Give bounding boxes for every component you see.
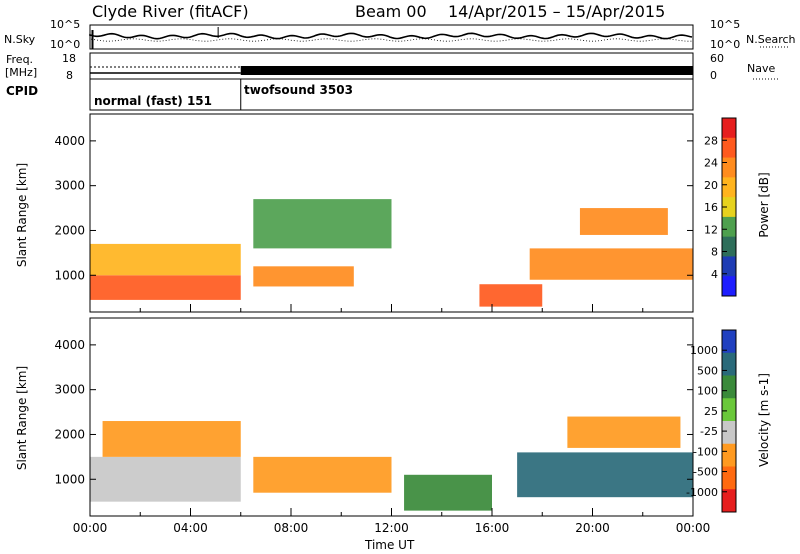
- velocity-band-0: [90, 456, 241, 502]
- power-band-2: [253, 266, 354, 287]
- power-colorbar-tick-label: 4: [711, 268, 718, 281]
- freq-tick-top: 18: [62, 52, 76, 65]
- time-axis-label: Time UT: [365, 538, 415, 552]
- time-tick-label: 12:00: [374, 521, 409, 535]
- noise-panel-frame: [89, 24, 694, 50]
- time-tick-label: 20:00: [575, 521, 610, 535]
- velocity-band-4: [517, 452, 693, 498]
- nsearch-trace: [89, 38, 694, 42]
- freq-label: Freq.: [6, 53, 34, 66]
- power-colorbar-tick-label: 16: [704, 201, 718, 214]
- power-colorbar-cell: [722, 256, 736, 277]
- velocity-ylabel: Slant Range [km]: [15, 365, 29, 471]
- velocity-colorbar-tick-label: 1000: [690, 344, 718, 357]
- velocity-colorbar-cell: [722, 466, 736, 490]
- noise-tick-top: 10^5: [50, 18, 81, 31]
- axes: 00:00 04:00 08:00 12:00 16:00 20:00 00:00: [73, 521, 711, 535]
- power-colorbar-tick-label: 20: [704, 179, 718, 192]
- velocity-colorbar-label: Velocity [m s-1]: [757, 373, 771, 467]
- velocity-colorbar-tick-label: 25: [704, 405, 718, 418]
- time-tick-label: 00:00: [676, 521, 711, 535]
- velocity-band-2: [253, 456, 392, 493]
- power-colorbar-cell: [722, 197, 736, 218]
- station-title: Clyde River (fitACF): [92, 2, 249, 21]
- velocity-colorbar-tick-label: -1000: [686, 486, 718, 499]
- velocity-band-3: [404, 474, 492, 511]
- power-band-0: [90, 275, 241, 300]
- power-band-5: [529, 248, 693, 280]
- power-colorbar-label: Power [dB]: [757, 172, 771, 238]
- cpid-mode-twofsound: twofsound 3503: [244, 83, 353, 97]
- nsearch-label: N.Search: [746, 33, 796, 46]
- power-ylabel: Slant Range [km]: [15, 162, 29, 268]
- nave-tick-bottom: 0: [710, 69, 717, 82]
- beam-title: Beam 00: [355, 2, 427, 21]
- velocity-colorbar-frame: [721, 329, 737, 513]
- power-ytick-label: 4000: [54, 134, 85, 148]
- velocity-colorbar-cell: [722, 398, 736, 422]
- noise-tick-top-right: 10^5: [710, 18, 741, 31]
- velocity-colorbar-cell: [722, 330, 736, 354]
- power-band-4: [479, 284, 543, 307]
- freq-unit: [MHz]: [5, 66, 38, 79]
- noise-tick-bottom: 10^0: [50, 38, 81, 51]
- cpid-mode-normal: normal (fast) 151: [94, 94, 212, 108]
- power-colorbar-tick-label: 28: [704, 134, 718, 147]
- velocity-colorbar-tick-label: -500: [693, 466, 718, 479]
- power-colorbar-tick-label: 24: [704, 157, 718, 170]
- nsky-trace: [89, 32, 693, 40]
- power-colorbar-tick-label: 12: [704, 223, 718, 236]
- velocity-band-1: [102, 421, 241, 457]
- velocity-ytick-label: 4000: [54, 338, 85, 352]
- velocity-ytick-label: 1000: [54, 472, 85, 486]
- velocity-colorbar-cell: [722, 352, 736, 376]
- velocity-band-5: [567, 416, 681, 448]
- velocity-colorbar-tick-label: -100: [693, 445, 718, 458]
- power-colorbar-cell: [722, 157, 736, 178]
- date-range-title: 14/Apr/2015 – 15/Apr/2015: [448, 2, 666, 21]
- power-ytick-label: 3000: [54, 179, 85, 193]
- power-colorbar-cell: [722, 177, 736, 198]
- power-colorbar-cell: [722, 216, 736, 238]
- velocity-colorbar-tick-label: -25: [700, 425, 718, 438]
- nsky-label: N.Sky: [4, 33, 36, 46]
- time-tick-label: 04:00: [173, 521, 208, 535]
- summary-panel: [89, 24, 789, 111]
- power-colorbar-cell: [722, 236, 736, 257]
- velocity-colorbar-cell: [722, 489, 736, 513]
- power-band-3: [253, 199, 392, 249]
- nave-tick-top: 60: [710, 52, 724, 65]
- power-band-6: [579, 208, 668, 235]
- power-colorbar-tick-label: 8: [711, 246, 718, 259]
- freq-trace-twofsound: [240, 66, 693, 75]
- velocity-ytick-label: 2000: [54, 427, 85, 441]
- power-colorbar-cell: [722, 118, 736, 139]
- power-ytick-label: 2000: [54, 223, 85, 237]
- power-colorbar-cell: [722, 276, 736, 297]
- nave-label: Nave: [747, 62, 776, 75]
- velocity-colorbar-tick-label: 500: [697, 364, 718, 377]
- velocity-ytick-label: 3000: [54, 383, 85, 397]
- time-tick-label: 00:00: [73, 521, 108, 535]
- power-panel: 1000 2000 3000 4000 28 24 20 16 12 8 4: [54, 113, 737, 313]
- velocity-panel: 1000 2000 3000 4000 1000 500 100 25 -25 -100 -500 -…: [54, 317, 737, 517]
- power-colorbar-cell: [722, 137, 736, 159]
- freq-tick-bottom: 8: [66, 69, 73, 82]
- noise-tick-bottom-right: 10^0: [710, 38, 741, 51]
- power-ytick-label: 1000: [54, 268, 85, 282]
- velocity-colorbar-cell: [722, 421, 736, 445]
- velocity-colorbar-cell: [722, 375, 736, 399]
- time-tick-label: 08:00: [274, 521, 309, 535]
- velocity-colorbar-cell: [722, 443, 736, 467]
- time-tick-label: 16:00: [475, 521, 510, 535]
- power-band-1: [90, 243, 241, 276]
- cpid-panel-frame: [89, 78, 694, 111]
- cpid-label: CPID: [6, 84, 39, 98]
- velocity-colorbar-tick-label: 100: [697, 385, 718, 398]
